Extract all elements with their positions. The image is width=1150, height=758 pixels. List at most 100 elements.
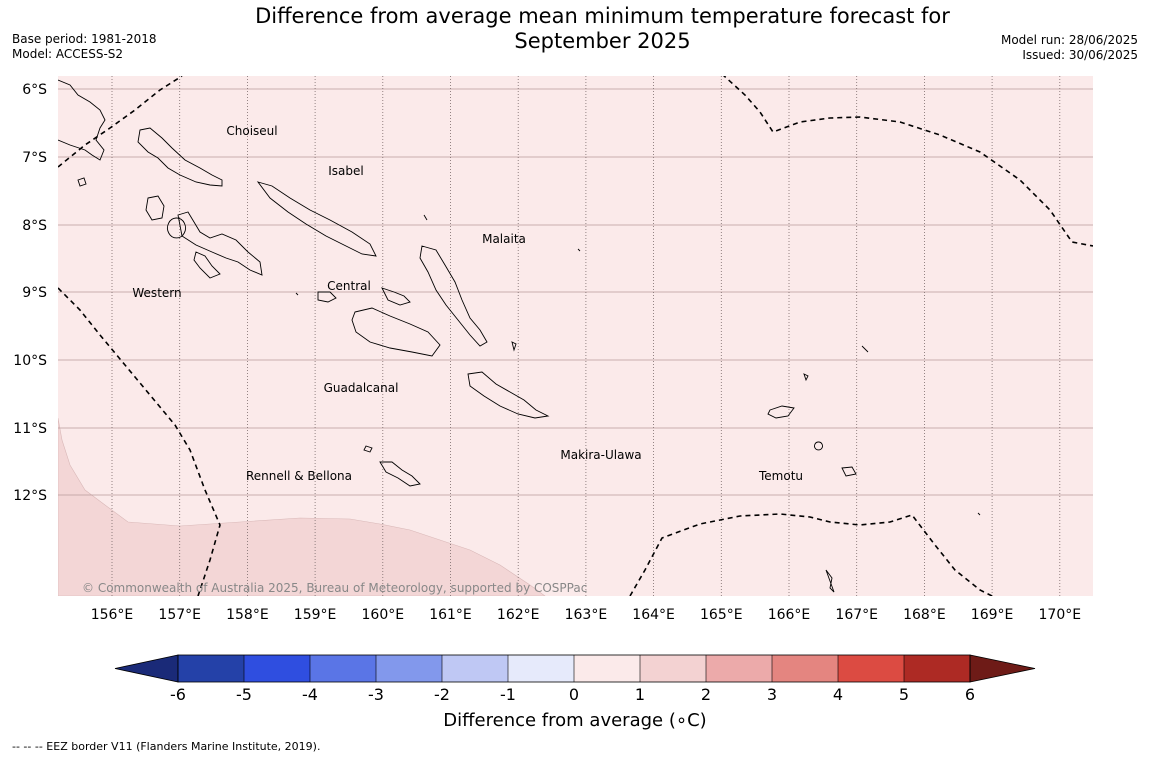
- colorbar-tick-label: -4: [302, 685, 318, 704]
- longitude-label: 168°E: [903, 607, 946, 623]
- region-labels: Choiseul Isabel Malaita Western Central Guada…: [132, 124, 803, 483]
- longitude-label: 156°E: [91, 607, 134, 623]
- longitude-label: 165°E: [700, 607, 743, 623]
- colorbar-under-arrow: [114, 654, 179, 683]
- colorbar-tick-label: -2: [434, 685, 450, 704]
- model-name: Model: ACCESS-S2: [12, 47, 124, 61]
- island-vella-lavella: [145, 195, 165, 221]
- eez-border-north-east: [723, 76, 1093, 247]
- island-new-georgia: [177, 211, 263, 276]
- region-label: Malaita: [482, 232, 526, 246]
- latitude-label: 6°S: [22, 82, 47, 98]
- meta-right: Model run: 28/06/2025 Issued: 30/06/2025: [1001, 33, 1138, 63]
- colorbar-tick-label: 4: [833, 685, 843, 704]
- latitude-label: 9°S: [22, 285, 47, 301]
- longitude-label: 158°E: [226, 607, 269, 623]
- longitude-label: 157°E: [158, 607, 201, 623]
- island-misc-4: [295, 292, 299, 296]
- colorbar-segment: [244, 655, 310, 682]
- colorbar-segment: [442, 655, 508, 682]
- colorbar-over-arrow: [969, 654, 1036, 683]
- colorbar: -6 -5 -4 -3 -2 -1 0 1 2 3 4 5 6: [114, 654, 1036, 704]
- longitude-label: 169°E: [971, 607, 1014, 623]
- region-label: Guadalcanal: [324, 381, 399, 395]
- graticule: [58, 76, 1093, 596]
- island-sikaiana: [577, 248, 581, 252]
- island-rendova: [193, 251, 221, 279]
- latitude-label: 11°S: [13, 421, 47, 437]
- colorbar-segment: [508, 655, 574, 682]
- meta-left: Base period: 1981-2018 Model: ACCESS-S2: [12, 32, 157, 62]
- colorbar-segment: [706, 655, 772, 682]
- longitude-label: 162°E: [497, 607, 540, 623]
- longitude-label: 164°E: [632, 607, 675, 623]
- title-line-2: September 2025: [514, 29, 691, 53]
- colorbar-tick-label: -6: [170, 685, 186, 704]
- island-ontong-java: [511, 341, 517, 352]
- longitude-label: 170°E: [1039, 607, 1082, 623]
- region-label: Temotu: [758, 469, 803, 483]
- longitude-label: 159°E: [294, 607, 337, 623]
- island-misc-3: [423, 214, 428, 221]
- shade-region-1-to-2: [58, 417, 546, 596]
- island-vanikoro: [841, 466, 857, 477]
- island-guadalcanal: [351, 307, 441, 357]
- latitude-label: 12°S: [13, 488, 47, 504]
- map-background: [58, 76, 1093, 596]
- island-russell: [381, 287, 411, 306]
- colorbar-tick-label: 0: [569, 685, 579, 704]
- region-label: Central: [327, 279, 371, 293]
- latitude-label: 7°S: [22, 150, 47, 166]
- issued-date: Issued: 30/06/2025: [1022, 48, 1138, 62]
- colorbar-tick-label: 5: [899, 685, 909, 704]
- longitude-label: 166°E: [768, 607, 811, 623]
- colorbar-tick-label: 3: [767, 685, 777, 704]
- island-malaita: [419, 245, 488, 347]
- colorbar-segment: [310, 655, 376, 682]
- region-label: Rennell & Bellona: [246, 469, 352, 483]
- longitude-label: 163°E: [565, 607, 608, 623]
- island-kolombangara: [167, 217, 186, 239]
- colorbar-segment: [178, 655, 244, 682]
- colorbar-segment: [838, 655, 904, 682]
- island-bellona: [363, 445, 373, 453]
- colorbar-tick-label: -5: [236, 685, 252, 704]
- island-makira: [467, 371, 550, 419]
- eez-border-south-east: [629, 513, 994, 596]
- island-bougainville: [58, 79, 106, 161]
- copyright-notice: © Commonwealth of Australia 2025, Bureau…: [82, 581, 587, 595]
- colorbar-title: Difference from average (∘C): [443, 710, 707, 731]
- island-florida: [317, 291, 337, 303]
- colorbar-tick-label: 2: [701, 685, 711, 704]
- map-title: Difference from average mean minimum tem…: [230, 4, 975, 54]
- model-run: Model run: 28/06/2025: [1000, 33, 1138, 47]
- eez-border-west: [58, 287, 221, 596]
- title-line-1: Difference from average mean minimum tem…: [255, 4, 950, 28]
- island-utupua: [814, 441, 823, 451]
- colorbar-segment: [640, 655, 706, 682]
- coastlines: [58, 79, 981, 593]
- colorbar-segment: [772, 655, 838, 682]
- colorbar-segment: [376, 655, 442, 682]
- region-label: Western: [132, 286, 181, 300]
- island-choiseul: [137, 127, 223, 187]
- latitude-label: 10°S: [13, 353, 47, 369]
- base-period: Base period: 1981-2018: [12, 32, 157, 46]
- eez-footnote: -- -- -- EEZ border V11 (Flanders Marine…: [12, 740, 321, 753]
- island-misc-5: [77, 177, 87, 187]
- region-label: Isabel: [328, 164, 363, 178]
- colorbar-tick-label: 6: [965, 685, 975, 704]
- longitude-label: 160°E: [362, 607, 405, 623]
- island-duff: [803, 373, 809, 382]
- colorbar-segment: [904, 655, 970, 682]
- colorbar-tick-label: 1: [635, 685, 645, 704]
- island-misc-1: [861, 345, 869, 353]
- latitude-label: 8°S: [22, 218, 47, 234]
- colorbar-segment: [574, 655, 640, 682]
- colorbar-tick-label: -1: [500, 685, 516, 704]
- longitude-label: 167°E: [835, 607, 878, 623]
- island-rennell: [379, 461, 421, 487]
- island-tikopia-area: [825, 569, 835, 593]
- colorbar-tick-label: -3: [368, 685, 384, 704]
